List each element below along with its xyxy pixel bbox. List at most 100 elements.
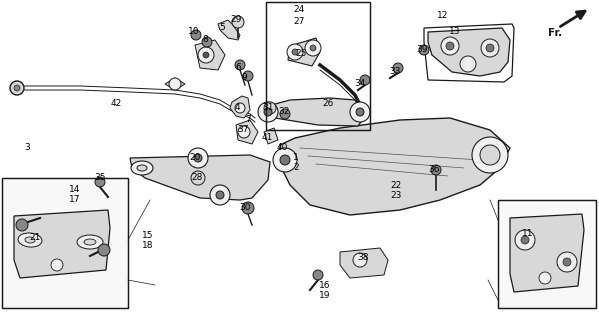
Text: 25: 25 bbox=[295, 50, 307, 59]
Polygon shape bbox=[280, 118, 510, 215]
Circle shape bbox=[356, 108, 364, 116]
Circle shape bbox=[235, 60, 245, 70]
Bar bbox=[266, 2, 370, 130]
Circle shape bbox=[194, 154, 202, 162]
Circle shape bbox=[188, 148, 208, 168]
Polygon shape bbox=[510, 214, 584, 292]
Text: 18: 18 bbox=[142, 241, 154, 250]
Bar bbox=[266, 2, 370, 130]
Circle shape bbox=[431, 165, 441, 175]
Text: 9: 9 bbox=[241, 74, 247, 83]
Text: 26: 26 bbox=[322, 100, 334, 108]
Circle shape bbox=[280, 109, 290, 119]
Circle shape bbox=[353, 253, 367, 267]
Polygon shape bbox=[264, 128, 278, 144]
Text: 35: 35 bbox=[94, 173, 106, 182]
Circle shape bbox=[350, 102, 370, 122]
Polygon shape bbox=[288, 38, 320, 66]
Circle shape bbox=[515, 230, 535, 250]
Circle shape bbox=[472, 137, 508, 173]
Text: 17: 17 bbox=[69, 196, 81, 204]
Text: 33: 33 bbox=[389, 68, 401, 76]
Circle shape bbox=[210, 185, 230, 205]
Circle shape bbox=[10, 81, 24, 95]
Text: 20: 20 bbox=[189, 154, 201, 163]
Circle shape bbox=[169, 78, 181, 90]
Circle shape bbox=[446, 42, 454, 50]
Polygon shape bbox=[14, 210, 110, 278]
Text: 3: 3 bbox=[24, 143, 30, 153]
Text: 19: 19 bbox=[319, 292, 331, 300]
Ellipse shape bbox=[77, 235, 103, 249]
Text: 30: 30 bbox=[239, 204, 251, 212]
Circle shape bbox=[216, 191, 224, 199]
Text: 14: 14 bbox=[69, 186, 81, 195]
Text: 21: 21 bbox=[29, 233, 41, 242]
Circle shape bbox=[539, 272, 551, 284]
Circle shape bbox=[258, 102, 278, 122]
Circle shape bbox=[98, 244, 110, 256]
Circle shape bbox=[14, 85, 20, 91]
Text: 27: 27 bbox=[294, 18, 305, 27]
Text: 38: 38 bbox=[357, 253, 369, 262]
Text: 37: 37 bbox=[237, 125, 249, 134]
Circle shape bbox=[305, 40, 321, 56]
Polygon shape bbox=[428, 28, 510, 76]
Circle shape bbox=[51, 259, 63, 271]
Circle shape bbox=[313, 270, 323, 280]
Text: 16: 16 bbox=[319, 281, 331, 290]
Text: 41: 41 bbox=[261, 133, 273, 142]
Text: 29: 29 bbox=[230, 15, 241, 25]
Circle shape bbox=[287, 44, 303, 60]
Text: 4: 4 bbox=[234, 103, 240, 113]
Circle shape bbox=[273, 148, 297, 172]
Text: 7: 7 bbox=[245, 116, 251, 124]
Bar bbox=[2, 178, 128, 308]
Ellipse shape bbox=[137, 165, 147, 171]
Text: 13: 13 bbox=[449, 28, 461, 36]
Polygon shape bbox=[195, 40, 225, 70]
Text: 6: 6 bbox=[235, 63, 241, 73]
Text: 8: 8 bbox=[202, 36, 208, 44]
Circle shape bbox=[486, 44, 494, 52]
Circle shape bbox=[95, 177, 105, 187]
Circle shape bbox=[419, 45, 429, 55]
Circle shape bbox=[191, 30, 201, 40]
Ellipse shape bbox=[18, 233, 42, 247]
Text: 36: 36 bbox=[428, 165, 440, 174]
Text: 1: 1 bbox=[293, 153, 299, 162]
Text: 23: 23 bbox=[391, 191, 402, 201]
Circle shape bbox=[16, 219, 28, 231]
Circle shape bbox=[521, 236, 529, 244]
Polygon shape bbox=[130, 155, 270, 200]
Circle shape bbox=[563, 258, 571, 266]
Bar bbox=[498, 200, 596, 308]
Polygon shape bbox=[218, 20, 240, 40]
Text: 34: 34 bbox=[355, 79, 365, 89]
Text: 11: 11 bbox=[522, 229, 534, 238]
Polygon shape bbox=[165, 78, 185, 90]
Text: 31: 31 bbox=[262, 103, 274, 113]
Text: Fr.: Fr. bbox=[548, 28, 562, 38]
Circle shape bbox=[441, 37, 459, 55]
Circle shape bbox=[264, 102, 276, 114]
Circle shape bbox=[203, 52, 209, 58]
Circle shape bbox=[235, 103, 245, 113]
Circle shape bbox=[232, 16, 244, 28]
Polygon shape bbox=[230, 96, 250, 118]
Ellipse shape bbox=[131, 161, 153, 175]
Text: 15: 15 bbox=[142, 230, 154, 239]
Circle shape bbox=[243, 71, 253, 81]
Circle shape bbox=[360, 75, 370, 85]
Circle shape bbox=[280, 155, 290, 165]
Ellipse shape bbox=[84, 239, 96, 245]
Text: 24: 24 bbox=[294, 5, 305, 14]
Text: 42: 42 bbox=[110, 100, 122, 108]
Polygon shape bbox=[236, 120, 258, 144]
Polygon shape bbox=[340, 248, 388, 278]
Circle shape bbox=[198, 47, 214, 63]
Text: 12: 12 bbox=[437, 12, 449, 20]
Circle shape bbox=[481, 39, 499, 57]
Text: 10: 10 bbox=[188, 28, 199, 36]
Text: 39: 39 bbox=[416, 45, 428, 54]
